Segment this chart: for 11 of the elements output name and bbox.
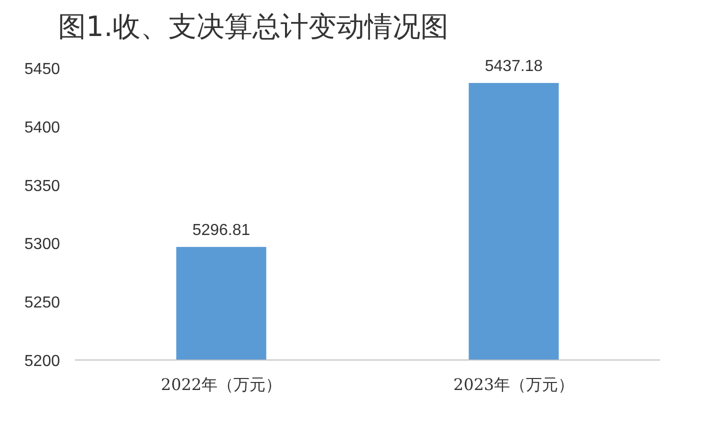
y-tick-label: 5300: [24, 236, 60, 254]
y-tick-label: 5200: [24, 353, 60, 370]
x-tick-label: 2022年（万元）: [160, 375, 282, 394]
y-tick-label: 5350: [24, 178, 60, 195]
y-tick-label: 5450: [24, 61, 60, 78]
y-tick-label: 5250: [24, 294, 60, 312]
chart-title: 图1.收、支决算总计变动情况图: [58, 10, 449, 43]
data-label: 5296.81: [192, 222, 250, 239]
y-tick-label: 5400: [24, 119, 60, 136]
x-tick-label: 2023年（万元）: [453, 375, 574, 394]
data-label: 5437.18: [484, 58, 543, 75]
